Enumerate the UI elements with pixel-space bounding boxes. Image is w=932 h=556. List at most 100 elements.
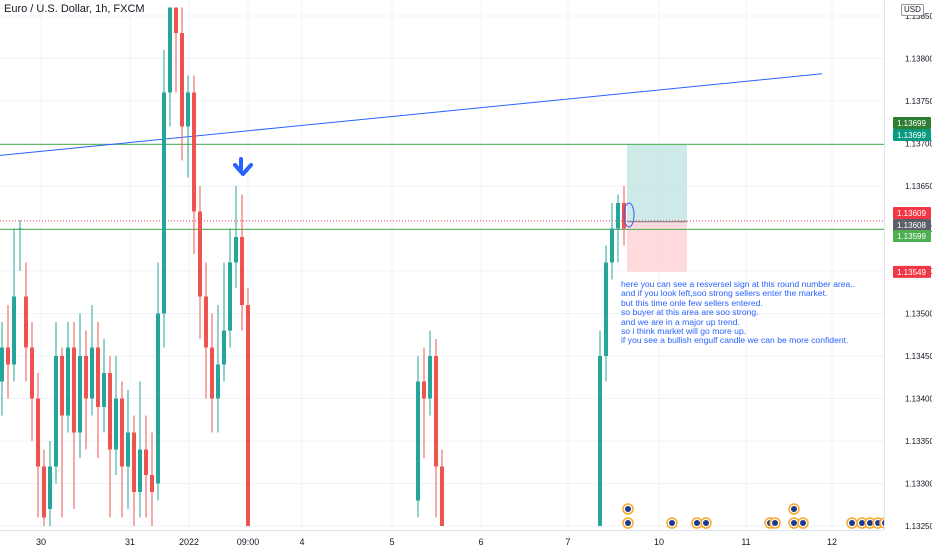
stop-zone bbox=[627, 221, 687, 272]
time-tick-label: 4 bbox=[299, 537, 304, 547]
price-label-bg bbox=[893, 219, 931, 231]
candle-body bbox=[174, 7, 178, 33]
candle-body bbox=[240, 237, 244, 305]
currency-badge[interactable]: USD bbox=[901, 4, 924, 16]
candle-body bbox=[66, 347, 70, 416]
candle-body bbox=[108, 373, 112, 450]
price-label: 1.13608 bbox=[897, 221, 926, 230]
candle-body bbox=[36, 398, 40, 467]
price-label-bg bbox=[893, 129, 931, 141]
price-label: 1.13599 bbox=[897, 232, 926, 241]
candle-body bbox=[24, 296, 28, 348]
price-label: 1.13699 bbox=[897, 119, 926, 128]
candle-body bbox=[162, 92, 166, 314]
candle-body bbox=[132, 432, 136, 492]
time-axis[interactable]: 30 31 2022 09:00 4 5 6 7 10 11 12 bbox=[0, 530, 884, 551]
annotation-line: here you can see a resversel sign at thi… bbox=[621, 279, 856, 289]
candle-body bbox=[434, 356, 438, 467]
trendline bbox=[0, 73, 823, 156]
candle-body bbox=[114, 398, 118, 450]
event-icon-core bbox=[849, 520, 855, 526]
price-label-bg bbox=[893, 207, 931, 219]
candle-body bbox=[72, 347, 76, 433]
time-tick-label: 30 bbox=[36, 537, 46, 547]
candle-body bbox=[144, 449, 148, 475]
price-axis-scale: 1.13850 1.13800 1.13750 1.13700 1.13650 1.136… bbox=[893, 12, 932, 531]
candle-body bbox=[610, 228, 614, 263]
target-zone bbox=[627, 144, 687, 222]
candle-body bbox=[598, 356, 602, 526]
candle-body bbox=[42, 466, 46, 518]
price-axis[interactable]: 1.13850 1.13800 1.13750 1.13700 1.13650 1.136… bbox=[884, 0, 932, 531]
price-label: 1.13549 bbox=[897, 268, 926, 277]
candle-body bbox=[222, 330, 226, 365]
price-label-bg bbox=[893, 230, 931, 242]
annotation-line: but this time onle few sellers entered. bbox=[621, 297, 763, 308]
price-tick-label: 1.13450 bbox=[905, 352, 932, 361]
candle-body bbox=[616, 203, 620, 229]
event-icon-core bbox=[791, 506, 797, 512]
candle-body bbox=[192, 92, 196, 212]
price-tick-label: 1.13800 bbox=[905, 55, 932, 64]
event-icon-core bbox=[800, 520, 806, 526]
price-tick-label: 1.13350 bbox=[905, 437, 932, 446]
price-tick-label: 1.13250 bbox=[905, 522, 932, 530]
time-tick-label: 6 bbox=[478, 537, 483, 547]
event-icon-core bbox=[772, 520, 778, 526]
candle-body bbox=[54, 356, 58, 467]
candle-body bbox=[138, 449, 142, 492]
candle-body bbox=[30, 347, 34, 399]
candle-body bbox=[228, 262, 232, 331]
price-tick-label: 1.13500 bbox=[905, 310, 932, 319]
price-label-bg bbox=[893, 265, 931, 278]
time-tick-label: 09:00 bbox=[237, 537, 260, 547]
time-axis-scale: 30 31 2022 09:00 4 5 6 7 10 11 12 bbox=[36, 537, 837, 547]
event-icon-core bbox=[791, 520, 797, 526]
candle-body bbox=[90, 347, 94, 399]
candle-body bbox=[246, 305, 250, 526]
candle-body bbox=[186, 92, 190, 127]
candle-body bbox=[416, 381, 420, 501]
candle-body bbox=[198, 211, 202, 297]
candle-body bbox=[422, 381, 426, 399]
symbol-title[interactable]: Euro / U.S. Dollar, 1h, FXCM bbox=[4, 3, 145, 15]
time-tick-label: 10 bbox=[654, 537, 664, 547]
annotation-line: so buyer at this area are soo strong. bbox=[621, 307, 759, 318]
candle-body bbox=[204, 296, 208, 348]
price-tick-label: 1.13650 bbox=[905, 182, 932, 191]
event-icon-core bbox=[882, 520, 884, 526]
candle-body bbox=[150, 475, 154, 492]
annotation-line: if you see a bullish engulf candle we ca… bbox=[621, 335, 849, 346]
chart-canvas[interactable] bbox=[0, 0, 884, 530]
idea-annotation: here you can see a resversel sign at thi… bbox=[621, 279, 883, 346]
candle-body bbox=[156, 313, 160, 484]
candle-body bbox=[168, 7, 172, 93]
event-icon-core bbox=[669, 520, 675, 526]
candle-body bbox=[126, 432, 130, 467]
price-tick-label: 1.13400 bbox=[905, 395, 932, 404]
time-tick-label: 31 bbox=[125, 537, 135, 547]
annotation-line: and if you look left,soo strong sellers … bbox=[621, 288, 828, 299]
time-tick-label: 7 bbox=[565, 537, 570, 547]
candle-body bbox=[48, 466, 52, 509]
event-icon-core bbox=[625, 520, 631, 526]
candle-body bbox=[210, 347, 214, 399]
candle-body bbox=[234, 237, 238, 263]
candle-body bbox=[96, 347, 100, 407]
price-tick-label: 1.13700 bbox=[905, 140, 932, 149]
price-tick-label: 1.13300 bbox=[905, 480, 932, 489]
candle-body bbox=[604, 262, 608, 356]
candle-body bbox=[6, 347, 10, 365]
candle-body bbox=[216, 364, 220, 399]
price-label: 1.13699 bbox=[897, 131, 926, 140]
candle-body bbox=[0, 347, 4, 382]
price-label-bg bbox=[893, 117, 931, 129]
candle-body bbox=[120, 398, 124, 467]
price-tick-label: 1.13750 bbox=[905, 97, 932, 106]
candle-body bbox=[102, 373, 106, 407]
candle-body bbox=[180, 33, 184, 127]
event-icon-core bbox=[625, 506, 631, 512]
time-tick-label: 11 bbox=[741, 537, 750, 547]
event-icon-core bbox=[694, 520, 700, 526]
candle-body bbox=[440, 466, 444, 526]
